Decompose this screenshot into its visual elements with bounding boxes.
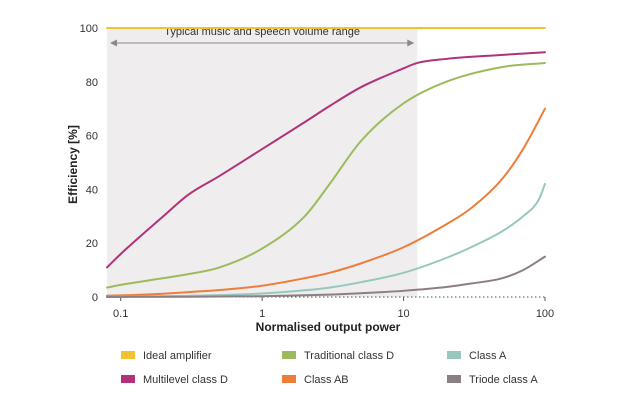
x-axis-title: Normalised output power: [256, 320, 401, 334]
legend-label-class-a: Class A: [469, 350, 507, 362]
y-tick-label: 40: [86, 184, 98, 196]
legend-label-ideal-amplifier: Ideal amplifier: [143, 350, 212, 362]
x-tick-label: 1: [259, 308, 265, 320]
x-tick-label: 100: [536, 308, 554, 320]
y-tick-label: 0: [92, 292, 98, 304]
legend-swatch-triode-class-a: [447, 375, 461, 383]
y-tick-label: 20: [86, 238, 98, 250]
series-line-class-ab: [106, 107, 546, 297]
volume-range-shading: [107, 28, 418, 297]
volume-range-arrow-left-head: [110, 39, 117, 47]
legend-swatch-multilevel-class-d: [121, 375, 135, 383]
legend-label-class-ab: Class AB: [304, 374, 349, 386]
legend-swatch-ideal-amplifier: [121, 351, 135, 359]
legend-swatch-class-a: [447, 351, 461, 359]
axes-layer: 0 20 40 60 80 100 0.1 1 10 100 Normalised output p…: [66, 23, 554, 334]
y-tick-label: 100: [80, 23, 98, 35]
y-axis-title: Efficiency [%]: [66, 125, 80, 204]
legend-label-triode-class-a: Triode class A: [469, 374, 538, 386]
series-layer: [106, 27, 546, 298]
legend-label-multilevel-class-d: Multilevel class D: [143, 374, 228, 386]
series-line-traditional-class-d: [106, 61, 546, 289]
x-tick-label: 10: [397, 308, 409, 320]
legend-swatch-traditional-class-d: [282, 351, 296, 359]
volume-range-arrow-right-head: [407, 39, 415, 47]
y-tick-label: 60: [86, 131, 98, 143]
x-tick-label: 0.1: [113, 308, 128, 320]
y-tick-label: 80: [86, 77, 98, 89]
legend-swatch-class-ab: [282, 375, 296, 383]
legend-label-traditional-class-d: Traditional class D: [304, 350, 394, 362]
series-line-multilevel-class-d: [106, 51, 546, 269]
series-line-triode-class-a: [106, 255, 546, 298]
background-layer: Typical music and speech volume range: [107, 26, 418, 297]
legend: Ideal amplifier Traditional class D Class …: [121, 350, 538, 386]
